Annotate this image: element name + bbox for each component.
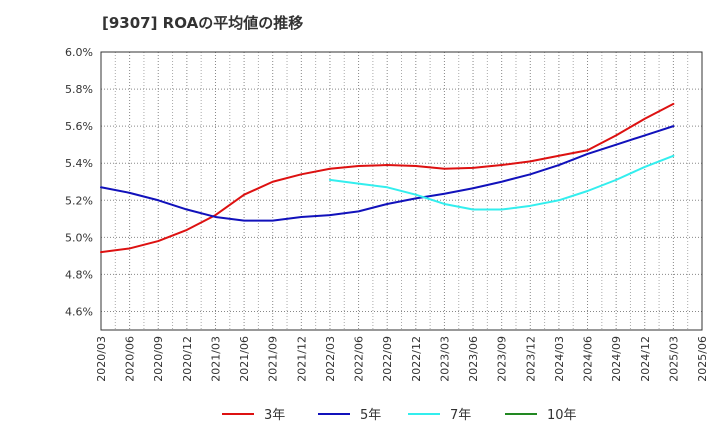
y-tick-label: 4.6%	[65, 305, 93, 318]
axis-layer: 4.6% 4.8% 5.0% 5.2% 5.4% 5.6% 5.8% 6.0% 2020/03 2…	[65, 46, 709, 382]
x-tick-label: 2025/03	[667, 336, 680, 382]
legend-item: 5年	[318, 408, 381, 423]
y-tick-label: 5.0%	[65, 231, 93, 244]
x-tick-label: 2020/06	[124, 336, 137, 382]
y-tick-label: 5.2%	[65, 194, 93, 207]
x-tick-label: 2024/03	[553, 336, 566, 382]
x-tick-label: 2021/03	[209, 336, 222, 382]
x-tick-label: 2020/03	[95, 336, 108, 382]
legend-label: 5年	[360, 408, 381, 423]
y-tick-label: 5.4%	[65, 157, 93, 170]
legend-label: 7年	[450, 408, 471, 423]
legend-label: 10年	[547, 408, 577, 423]
x-tick-label: 2024/12	[639, 336, 652, 382]
x-tick-label: 2023/12	[524, 336, 537, 382]
legend: 3年 5年 7年 10年	[222, 408, 577, 423]
x-tick-label: 2024/06	[582, 336, 595, 382]
y-tick-label: 5.6%	[65, 120, 93, 133]
x-tick-label: 2022/09	[381, 336, 394, 382]
x-tick-label: 2023/03	[438, 336, 451, 382]
series-line-7年	[328, 154, 675, 211]
series-line-5年	[100, 125, 675, 222]
x-tick-label: 2023/09	[496, 336, 509, 382]
x-tick-label: 2021/12	[295, 336, 308, 382]
x-tick-label: 2025/06	[696, 336, 709, 382]
legend-item: 10年	[505, 408, 577, 423]
x-tick-label: 2021/09	[267, 336, 280, 382]
chart-title: [9307] ROAの平均値の推移	[102, 14, 304, 32]
legend-item: 3年	[222, 408, 285, 423]
y-tick-label: 5.8%	[65, 83, 93, 96]
y-tick-label: 6.0%	[65, 46, 93, 59]
x-tick-label: 2020/09	[152, 336, 165, 382]
x-tick-label: 2022/12	[410, 336, 423, 382]
x-tick-label: 2022/03	[324, 336, 337, 382]
y-tick-label: 4.8%	[65, 268, 93, 281]
x-tick-label: 2022/06	[353, 336, 366, 382]
legend-item: 7年	[408, 408, 471, 423]
plot-border	[100, 51, 703, 331]
x-tick-label: 2021/06	[238, 336, 251, 382]
x-tick-label: 2020/12	[181, 336, 194, 382]
series-layer	[100, 102, 675, 254]
legend-label: 3年	[264, 408, 285, 423]
series-line-3年	[100, 102, 675, 254]
x-tick-label: 2023/06	[467, 336, 480, 382]
x-tick-label: 2024/09	[610, 336, 623, 382]
